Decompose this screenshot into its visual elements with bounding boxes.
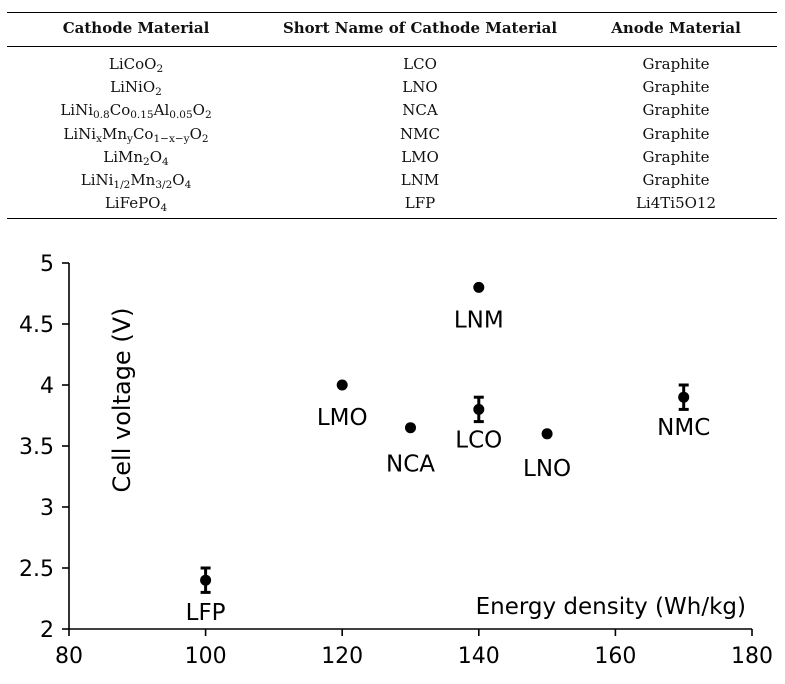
formula-subscript: 0.15: [130, 109, 154, 122]
data-point-lnm: [473, 281, 485, 293]
formula-text: LiFePO: [104, 194, 161, 213]
y-tick-label: 3: [40, 496, 54, 521]
formula-text: LiNi: [63, 124, 97, 143]
header-anode-material: Anode Material: [575, 12, 777, 47]
cathode-formula: LiNixMnyCo1−x−yO2: [7, 123, 265, 146]
data-point-lmo: [336, 379, 348, 391]
short-name: LFP: [265, 192, 575, 220]
anode-material: Graphite: [642, 171, 710, 190]
cathode-formula: LiNi0.8Co0.15Al0.05O2: [7, 99, 265, 122]
formula-subscript: 2: [155, 86, 162, 99]
y-tick-label: 4.5: [19, 313, 54, 338]
header-short-name: Short Name of Cathode Material: [265, 12, 575, 47]
anode-material: Graphite: [642, 124, 710, 143]
short-name: NCA: [402, 101, 438, 120]
formula-text: LiNi: [80, 171, 114, 190]
formula-subscript: 3/2: [155, 179, 173, 192]
materials-table: Cathode Material Short Name of Cathode M…: [7, 12, 777, 220]
y-axis-title: Cell voltage (V): [108, 308, 136, 493]
formula-text: Co: [109, 101, 131, 120]
y-tick-label: 4: [40, 374, 54, 399]
anode-material: Graphite: [642, 55, 710, 74]
formula-subscript: 4: [184, 179, 192, 192]
y-tick-label: 2.5: [19, 557, 54, 582]
materials-table-container: Cathode Material Short Name of Cathode M…: [7, 12, 777, 220]
x-tick-label: 180: [731, 644, 773, 669]
y-tick-label: 5: [40, 252, 54, 277]
data-label-lno: LNO: [523, 456, 571, 482]
x-tick-label: 100: [185, 644, 227, 669]
short-name: LMO: [401, 147, 439, 166]
anode-material: Li4Ti5O12: [575, 192, 777, 220]
short-name: LNM: [400, 171, 440, 190]
data-label-lco: LCO: [455, 427, 502, 453]
formula-text: O: [172, 171, 185, 190]
data-label-nmc: NMC: [657, 415, 710, 441]
table-row: LiCoO2 LCO Graphite: [7, 47, 777, 77]
table-row: LiNiO2 LNO Graphite: [7, 76, 777, 99]
short-name: NMC: [400, 124, 440, 143]
header-cathode-material: Cathode Material: [7, 12, 265, 47]
formula-subscript: 2: [143, 155, 150, 168]
formula-subscript: 0.8: [93, 109, 110, 122]
formula-text: Co: [132, 124, 154, 143]
formula-subscript: x: [96, 132, 102, 145]
formula-text: LiNi: [60, 101, 94, 120]
cathode-formula: LiCoO2: [7, 47, 265, 77]
formula-text: LiMn: [103, 147, 144, 166]
formula-text: Mn: [101, 124, 128, 143]
anode-material: Graphite: [642, 147, 710, 166]
formula-subscript: 2: [156, 63, 164, 76]
data-point-lno: [541, 428, 553, 440]
formula-subscript: 2: [204, 109, 212, 122]
table-header-row: Cathode Material Short Name of Cathode M…: [7, 12, 777, 47]
data-point-lco: [473, 403, 485, 415]
formula-subscript: y: [127, 132, 133, 145]
formula-subscript: 4: [160, 202, 168, 215]
cathode-formula: LiNi1/2Mn3/2O4: [7, 169, 265, 192]
y-tick-label: 2: [40, 618, 54, 643]
short-name: LCO: [403, 55, 437, 74]
formula-subscript: 2: [201, 132, 209, 145]
formula-subscript: 4: [162, 155, 169, 168]
table-body: LiCoO2 LCO Graphite LiNiO2 LNO Graphite …: [7, 47, 777, 220]
data-point-nca: [405, 422, 416, 434]
formula-text: LiCoO: [108, 55, 157, 74]
formula-subscript: 0.05: [169, 109, 193, 122]
formula-text: O: [189, 124, 202, 143]
table-row: LiFePO4 LFP Li4Ti5O12: [7, 192, 777, 220]
formula-text: O: [149, 147, 163, 166]
data-label-nca: NCA: [386, 452, 435, 478]
x-axis-title: Energy density (Wh/kg): [476, 594, 746, 620]
table-row: LiNi0.8Co0.15Al0.05O2 NCA Graphite: [7, 99, 777, 122]
data-point-nmc: [678, 391, 690, 403]
x-tick-label: 160: [594, 644, 636, 669]
formula-subscript: 1−x−y: [153, 132, 190, 145]
table-row: LiNi1/2Mn3/2O4 LNM Graphite: [7, 169, 777, 192]
cathode-formula: LiNiO2: [7, 76, 265, 99]
short-name: LNO: [402, 78, 438, 97]
x-tick-label: 140: [458, 644, 500, 669]
y-tick-label: 3.5: [19, 435, 54, 460]
formula-text: Mn: [130, 171, 156, 190]
data-label-lnm: LNM: [454, 307, 504, 333]
formula-text: Al: [153, 101, 170, 120]
cathode-formula: LiMn2O4: [7, 146, 265, 169]
x-tick-label: 80: [55, 644, 83, 669]
table-row: LiNixMnyCo1−x−yO2 NMC Graphite: [7, 123, 777, 146]
table-row: LiMn2O4 LMO Graphite: [7, 146, 777, 169]
voltage-vs-energy-chart: 80 100 120 140 160 180 2 2.5 3 3.5 4 4.5 5 Cell volta…: [19, 252, 773, 669]
data-point-lfp: [200, 574, 212, 586]
anode-material: Graphite: [642, 101, 710, 120]
formula-subscript: 1/2: [113, 179, 131, 192]
formula-text: O: [192, 101, 205, 120]
formula-text: LiNiO: [110, 78, 156, 97]
data-label-lfp: LFP: [186, 600, 226, 626]
x-tick-label: 120: [321, 644, 363, 669]
cathode-formula: LiFePO4: [7, 192, 265, 220]
anode-material: Graphite: [642, 78, 710, 97]
data-label-lmo: LMO: [317, 405, 368, 431]
